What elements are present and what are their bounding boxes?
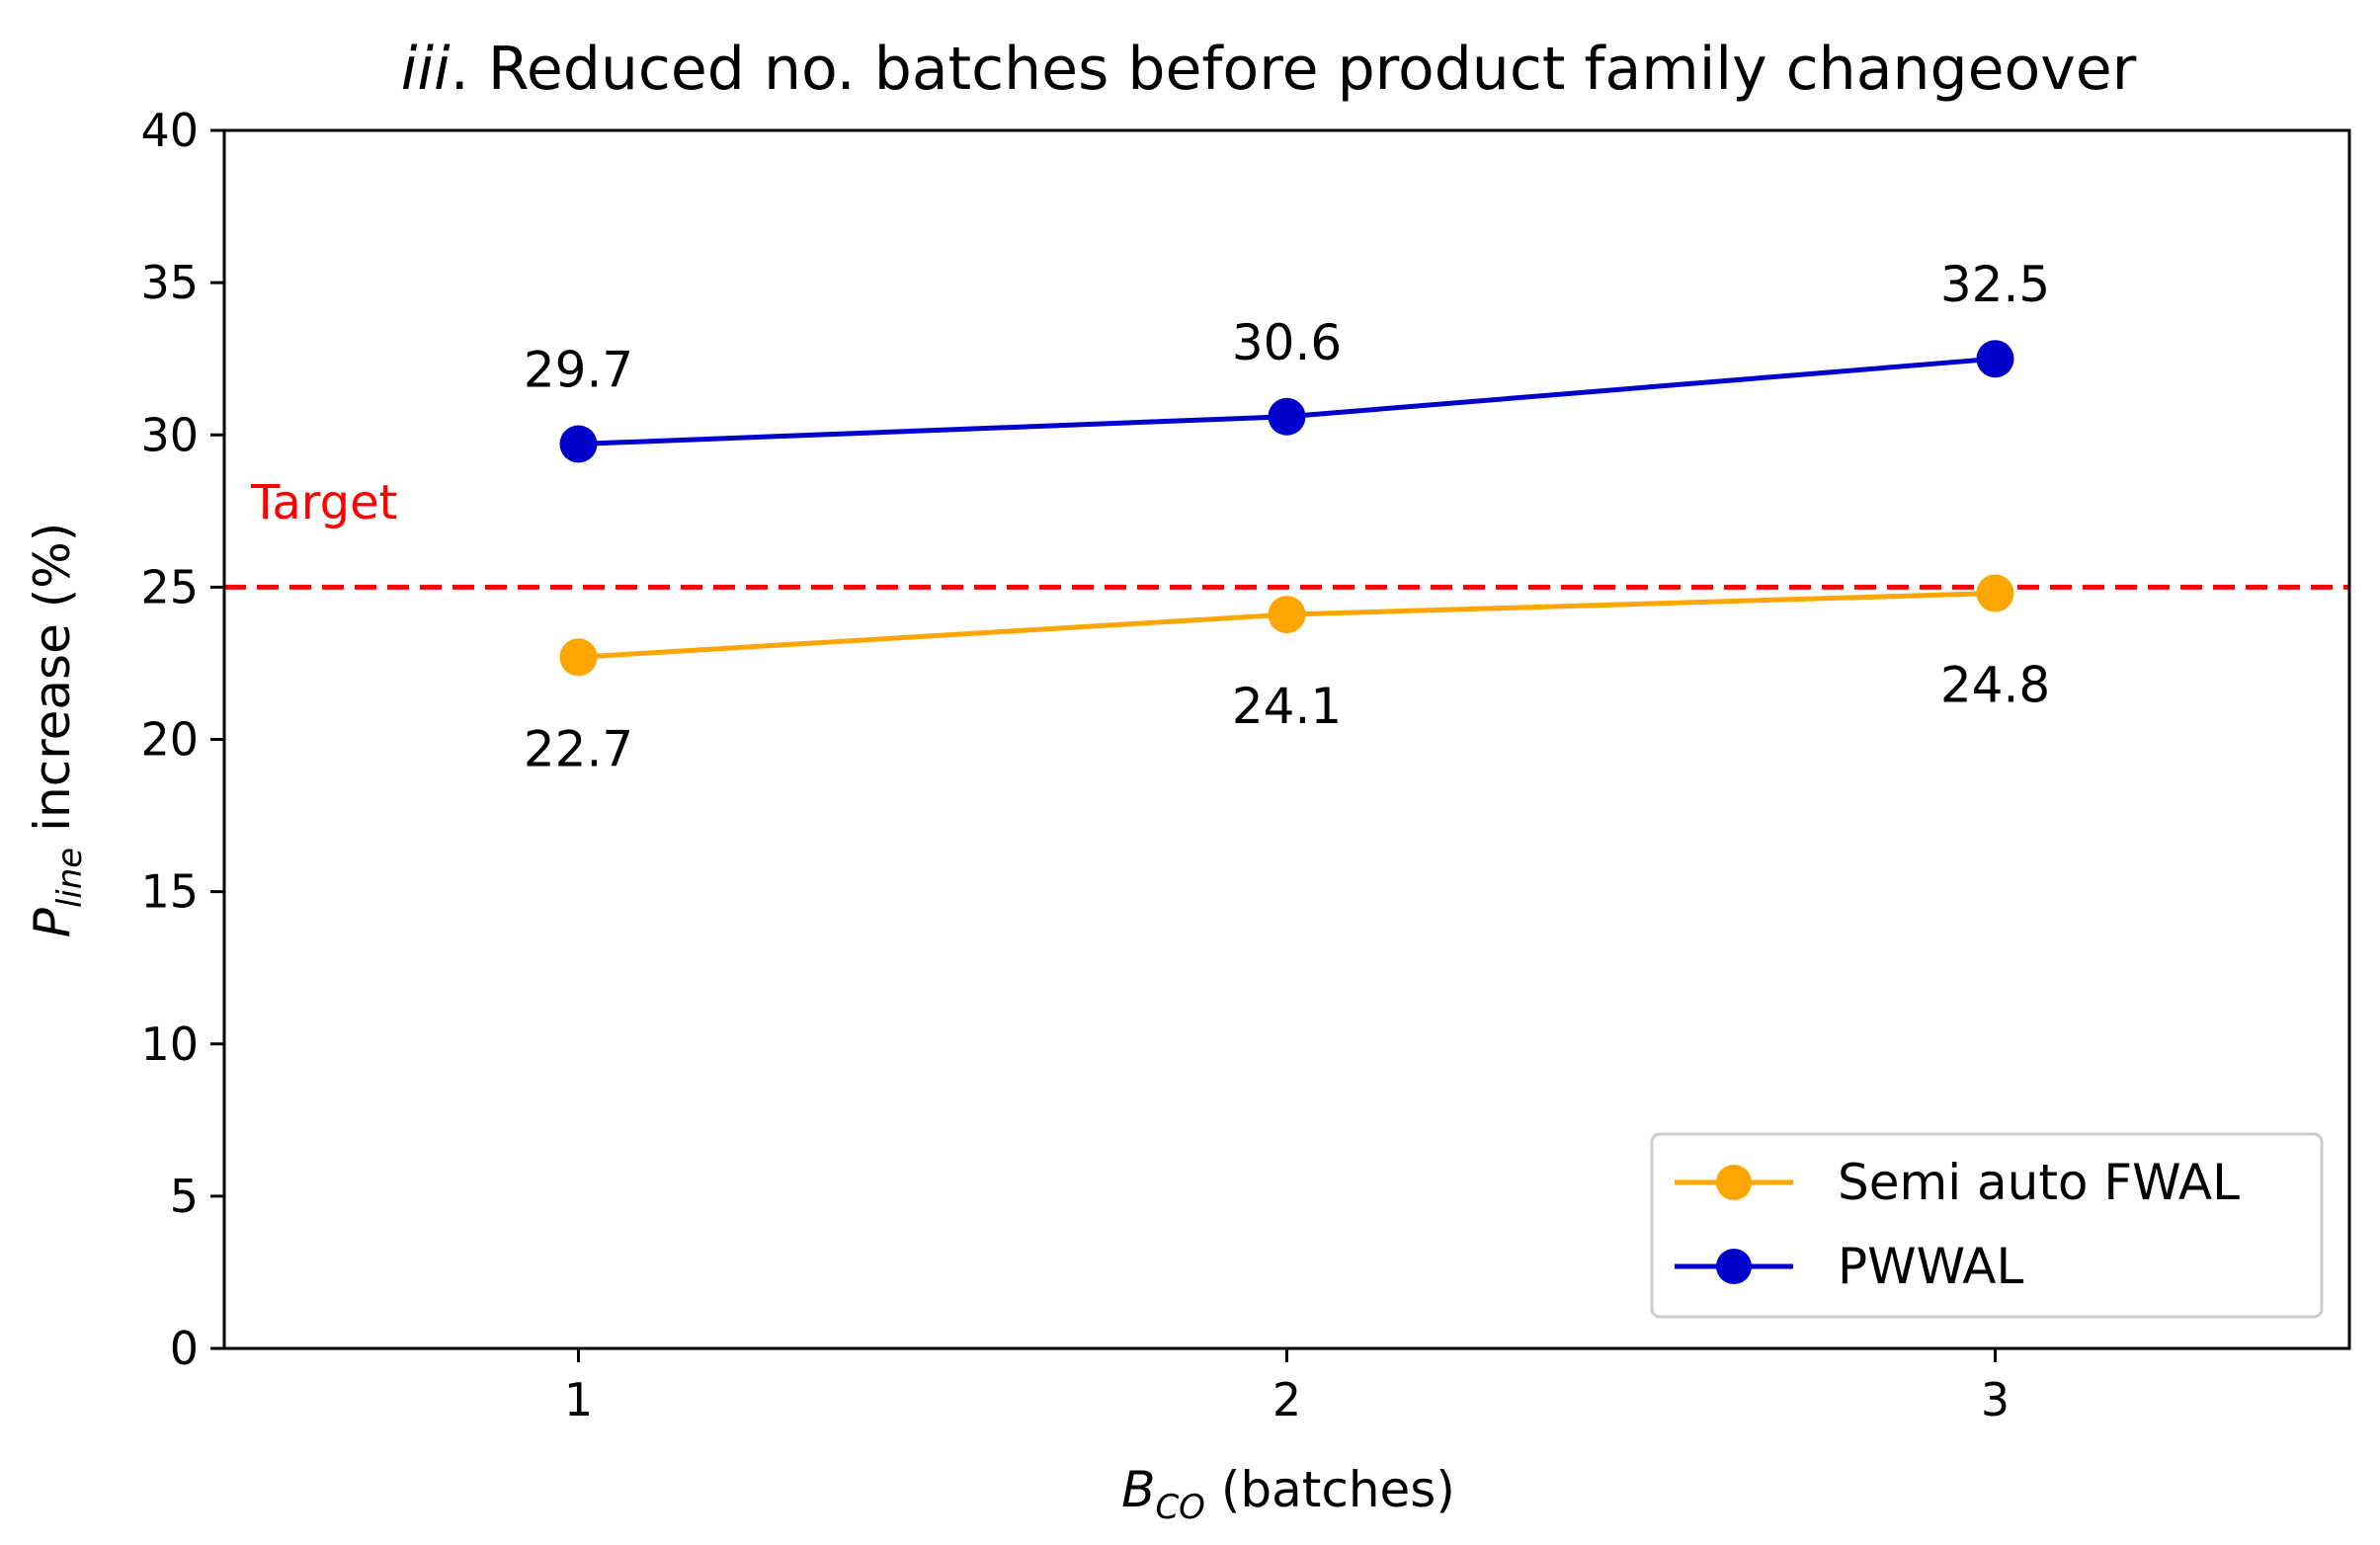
data-label-semi-auto-fwal: 24.1 — [1232, 678, 1342, 735]
y-axis-label: Pline increase (%) — [24, 523, 93, 938]
x-tick-label: 2 — [1272, 1373, 1301, 1426]
data-label-pwwal: 32.5 — [1940, 256, 2050, 313]
x-axis-subscript: CO — [1155, 1488, 1205, 1527]
data-point-semi-auto-fwal — [1976, 574, 2014, 612]
legend-marker-pwwal — [1716, 1249, 1752, 1284]
y-tick-label: 30 — [140, 408, 199, 461]
y-tick-label: 15 — [140, 865, 199, 919]
data-point-pwwal — [559, 425, 598, 463]
legend-label-semi-auto-fwal: Semi auto FWAL — [1838, 1154, 2240, 1211]
data-label-pwwal: 29.7 — [524, 341, 633, 398]
target-label: Target — [250, 475, 398, 530]
y-tick-label: 0 — [170, 1322, 199, 1375]
y-axis-unit: increase (%) — [24, 523, 81, 832]
data-point-pwwal — [1268, 397, 1306, 436]
data-point-semi-auto-fwal — [1268, 596, 1306, 634]
legend-label-pwwal: PWWAL — [1838, 1238, 2023, 1295]
legend-frame — [1650, 1132, 2324, 1319]
y-tick-label: 10 — [140, 1017, 199, 1071]
chart-title-prefix: iii — [401, 35, 451, 104]
data-point-semi-auto-fwal — [559, 638, 598, 677]
legend-entry-pwwal: PWWAL — [1675, 1238, 2023, 1295]
x-axis-unit: (batches) — [1221, 1461, 1455, 1518]
data-label-pwwal: 30.6 — [1232, 314, 1342, 371]
chart-title: iii. Reduced no. batches before product … — [401, 35, 2137, 104]
y-tick-label: 5 — [170, 1170, 199, 1223]
x-axis-label: BCO (batches) — [1121, 1461, 1455, 1530]
y-tick-label: 20 — [140, 713, 199, 767]
data-label-semi-auto-fwal: 22.7 — [524, 720, 633, 777]
data-point-pwwal — [1976, 340, 2014, 378]
x-tick-label: 1 — [564, 1373, 593, 1426]
data-label-semi-auto-fwal: 24.8 — [1940, 657, 2050, 714]
legend: Semi auto FWAL PWWAL — [1650, 1132, 2324, 1319]
y-axis-subscript: line — [50, 848, 90, 908]
y-tick-label: 25 — [140, 560, 199, 613]
axis-ticks: 0 5 10 15 20 25 30 35 40 1 2 3 — [140, 104, 2010, 1426]
plot-area: 22.7 24.1 24.8 29.7 30.6 32.5 — [224, 256, 2349, 777]
chart-title-text: Reduced no. batches before product famil… — [488, 35, 2137, 104]
y-tick-label: 40 — [140, 104, 199, 157]
legend-entry-semi-auto-fwal: Semi auto FWAL — [1675, 1154, 2240, 1211]
x-tick-label: 3 — [1981, 1373, 2010, 1426]
y-axis-symbol: P — [24, 907, 81, 937]
chart-title-separator: . — [451, 35, 469, 104]
y-tick-label: 35 — [140, 256, 199, 309]
legend-marker-semi-auto-fwal — [1716, 1165, 1752, 1200]
x-axis-symbol: B — [1121, 1461, 1155, 1518]
